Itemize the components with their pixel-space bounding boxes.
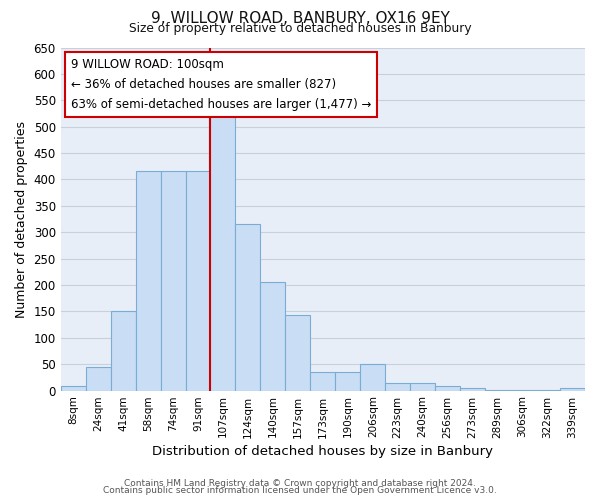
Bar [460,388,485,390]
Bar [560,388,585,390]
Bar [185,171,211,390]
Bar [110,312,136,390]
Bar [136,171,161,390]
Text: 9, WILLOW ROAD, BANBURY, OX16 9EY: 9, WILLOW ROAD, BANBURY, OX16 9EY [151,11,449,26]
Text: Size of property relative to detached houses in Banbury: Size of property relative to detached ho… [128,22,472,35]
Bar [61,386,86,390]
Bar [335,372,360,390]
Bar [435,386,460,390]
Bar [86,368,110,390]
Text: Contains public sector information licensed under the Open Government Licence v3: Contains public sector information licen… [103,486,497,495]
Bar [235,224,260,390]
Bar [286,315,310,390]
Text: 9 WILLOW ROAD: 100sqm
← 36% of detached houses are smaller (827)
63% of semi-det: 9 WILLOW ROAD: 100sqm ← 36% of detached … [71,58,371,111]
Bar [211,111,235,390]
Bar [310,372,335,390]
X-axis label: Distribution of detached houses by size in Banbury: Distribution of detached houses by size … [152,444,493,458]
Text: Contains HM Land Registry data © Crown copyright and database right 2024.: Contains HM Land Registry data © Crown c… [124,478,476,488]
Bar [360,364,385,390]
Y-axis label: Number of detached properties: Number of detached properties [15,120,28,318]
Bar [260,282,286,391]
Bar [385,382,410,390]
Bar [410,382,435,390]
Bar [161,171,185,390]
